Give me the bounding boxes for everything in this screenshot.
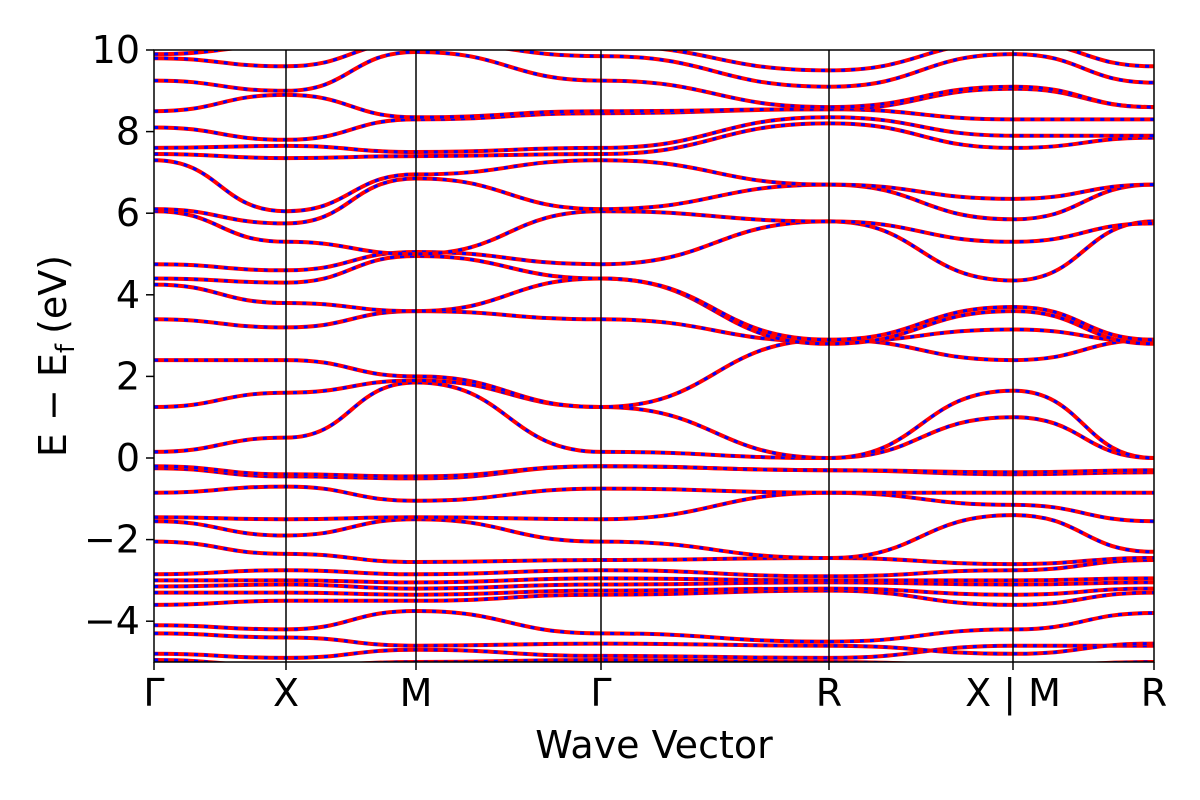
band-dash-6	[154, 576, 1154, 584]
y-tick-label-2: 0	[116, 436, 140, 480]
x-tick-label-2: M	[400, 671, 433, 715]
band-line-16	[154, 337, 1154, 410]
band-dash-23	[154, 158, 1154, 213]
band-dash-16	[154, 338, 1154, 409]
band-dash-22	[154, 176, 1154, 225]
y-tick-label-6: 8	[116, 110, 140, 154]
band-line-20	[154, 219, 1154, 283]
band-dash-20	[154, 219, 1154, 283]
band-dash-0	[154, 644, 1154, 660]
kpoint-lines-layer	[285, 50, 1014, 662]
band-dash-18	[154, 276, 1154, 346]
band-dash-24	[154, 121, 1154, 160]
band-dash-11	[154, 485, 1154, 503]
y-axis-label-unit: (eV)	[31, 255, 75, 334]
band-dash-19	[154, 254, 1154, 342]
plot-frame	[153, 49, 1155, 663]
band-dash-17	[154, 309, 1154, 344]
band-dash-5	[154, 580, 1154, 591]
y-tick-label-3: 2	[116, 354, 140, 398]
y-ticks-layer: −4 −2 0 2 4 6 8 10	[84, 28, 154, 643]
y-tick-label-1: −2	[84, 518, 140, 562]
x-axis-label: Wave Vector	[535, 723, 773, 767]
y-axis-label-main: E − E	[31, 353, 75, 457]
band-dash-31	[154, 658, 1154, 662]
band-dash-3	[154, 589, 1154, 607]
band-line-31	[154, 657, 1154, 662]
y-tick-label-7: 10	[92, 28, 140, 72]
y-axis-label-sub: f	[51, 343, 81, 353]
band-line-22	[154, 176, 1154, 226]
x-tick-label-6: R	[1141, 671, 1167, 715]
x-ticks-layer: Γ X M Γ R X | M R	[143, 662, 1167, 716]
band-dash-25	[154, 115, 1154, 154]
y-tick-label-4: 4	[116, 273, 140, 317]
y-tick-label-5: 6	[116, 191, 140, 235]
x-tick-label-4: R	[816, 671, 842, 715]
band-dash-29	[154, 50, 1154, 89]
bands-layer	[154, 50, 1154, 662]
x-tick-label-1: X	[273, 671, 299, 715]
y-axis-label: E − Ef (eV)	[31, 255, 81, 457]
y-tick-label-0: −4	[84, 599, 140, 643]
x-tick-label-5: X | M	[965, 671, 1061, 716]
x-tick-label-3: Γ	[590, 671, 611, 715]
band-dash-15	[154, 378, 1154, 460]
band-line-9	[154, 513, 1154, 561]
band-line-23	[154, 158, 1154, 214]
band-dash-21	[154, 209, 1154, 256]
band-dash-13	[154, 464, 1154, 478]
x-tick-label-0: Γ	[143, 671, 164, 715]
